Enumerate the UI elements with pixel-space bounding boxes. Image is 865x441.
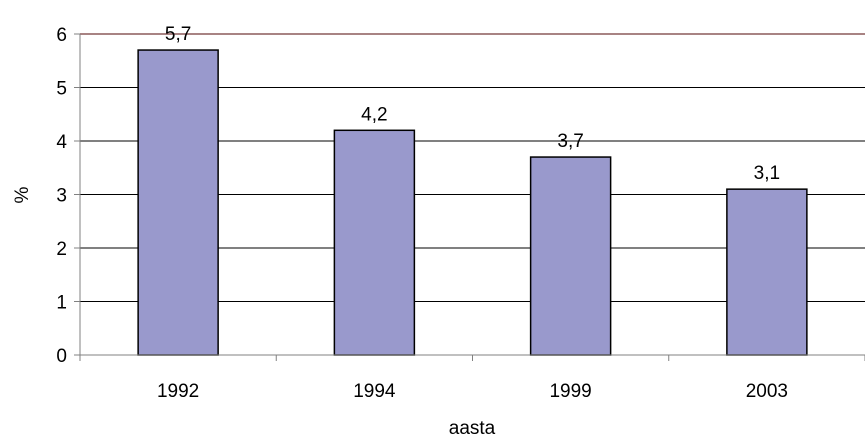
bars bbox=[137, 49, 808, 356]
axes bbox=[74, 33, 865, 361]
x-tick-labels: 1992 1994 1999 2003 bbox=[157, 381, 788, 402]
data-label-1994: 4,2 bbox=[361, 104, 387, 125]
data-label-1999: 3,7 bbox=[557, 131, 583, 152]
y-tick-label-5: 5 bbox=[56, 79, 67, 100]
x-tick-label-1992: 1992 bbox=[157, 381, 199, 402]
y-tick-label-0: 0 bbox=[56, 346, 67, 367]
y-axis-title: % bbox=[12, 186, 33, 203]
data-label-1992: 5,7 bbox=[165, 24, 191, 45]
bar-2003 bbox=[726, 188, 808, 356]
bar-1999 bbox=[529, 156, 612, 356]
y-tick-label-1: 1 bbox=[56, 293, 67, 314]
y-tick-label-6: 6 bbox=[56, 25, 67, 46]
y-tick-labels: 0 1 2 3 4 5 6 bbox=[56, 25, 67, 367]
x-axis-title: aasta bbox=[449, 418, 496, 439]
bar-1992 bbox=[137, 49, 219, 356]
y-tick-label-2: 2 bbox=[56, 239, 67, 260]
x-tick-label-1999: 1999 bbox=[549, 381, 591, 402]
data-label-2003: 3,1 bbox=[754, 163, 780, 184]
y-tick-label-3: 3 bbox=[56, 186, 67, 207]
x-tick-label-2003: 2003 bbox=[746, 381, 788, 402]
x-tick-label-1994: 1994 bbox=[353, 381, 396, 402]
bar-1994 bbox=[333, 129, 416, 356]
data-labels: 5,7 4,2 3,7 3,1 bbox=[165, 24, 780, 184]
y-tick-label-4: 4 bbox=[56, 132, 67, 153]
